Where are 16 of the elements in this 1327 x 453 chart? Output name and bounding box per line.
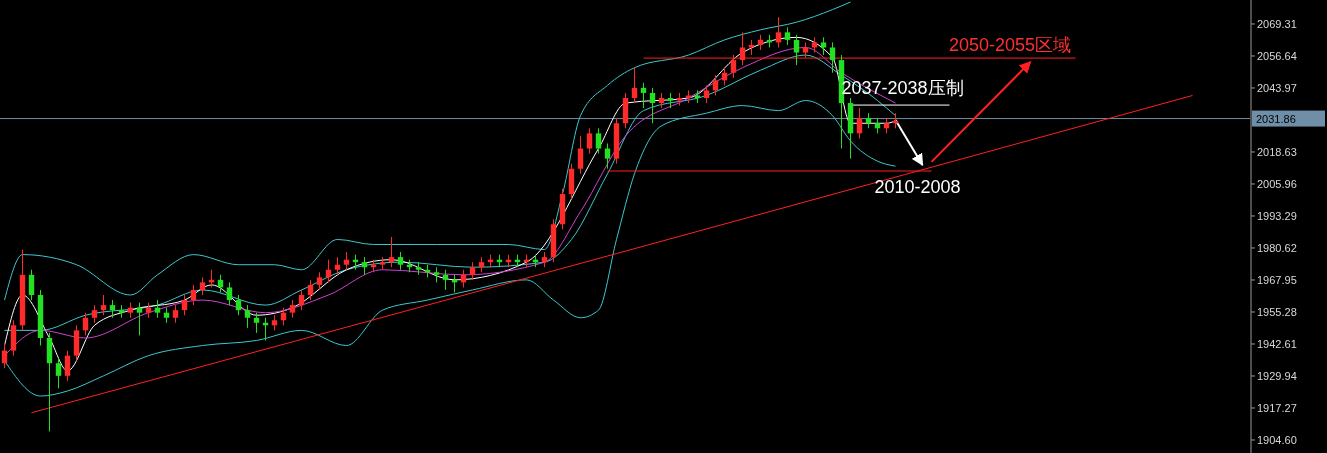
y-tick-label: 1980.62: [1257, 241, 1297, 254]
y-tick-label: 2056.64: [1257, 49, 1297, 62]
y-tick-label: 2005.96: [1257, 177, 1297, 190]
y-tick-label: 2043.97: [1257, 81, 1297, 94]
y-tick-label: 1904.60: [1257, 433, 1297, 446]
y-tick-label: 1967.95: [1257, 273, 1297, 286]
y-tick-label: 1942.61: [1257, 337, 1297, 350]
y-tick-label: 1917.27: [1257, 401, 1297, 414]
y-tick-label: 1929.94: [1257, 369, 1297, 382]
annotation: 2050-2055区域: [948, 35, 1072, 56]
y-tick-label: 2018.63: [1257, 145, 1297, 158]
ref-line-label: 2031.86: [1256, 112, 1296, 125]
y-tick-label: 2069.31: [1257, 17, 1297, 30]
y-tick-label: 1993.29: [1257, 209, 1297, 222]
y-tick-label: 1955.28: [1257, 305, 1297, 318]
annotation: 2010-2008: [874, 177, 961, 197]
